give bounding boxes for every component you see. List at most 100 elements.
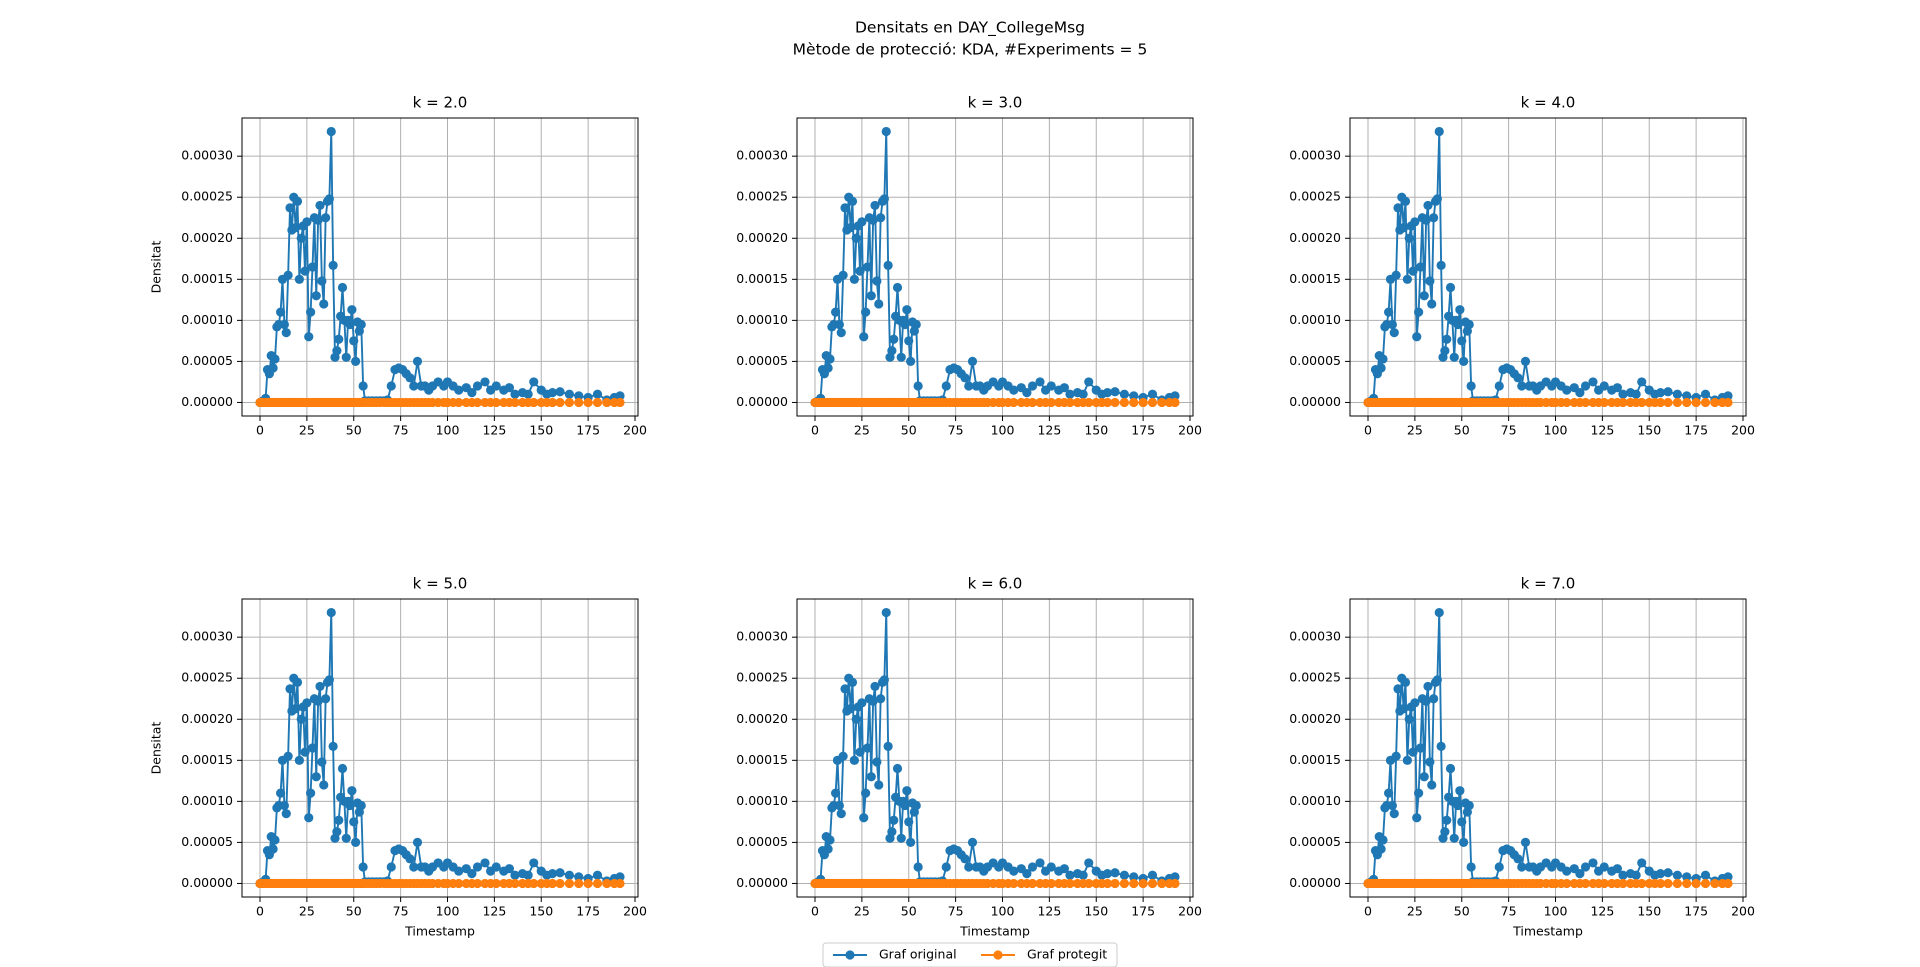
- figure-title: Densitats en DAY_CollegeMsg: [855, 19, 1085, 38]
- subplot: k = 2.0 0 25 50 75 100 125 150 175 200 0.00000 0.00…: [149, 94, 647, 438]
- data-point: [1110, 878, 1120, 889]
- data-point: [1119, 397, 1129, 408]
- y-tick-label: 0.00020: [1289, 711, 1341, 726]
- data-point: [1494, 862, 1504, 872]
- data-point: [574, 397, 584, 408]
- data-point: [1059, 383, 1069, 393]
- data-point: [838, 270, 848, 280]
- data-point: [592, 878, 603, 889]
- data-point: [304, 813, 314, 823]
- data-point: [1517, 862, 1527, 872]
- y-tick-label: 0.00005: [736, 353, 788, 368]
- x-tick-label: 100: [1544, 904, 1568, 919]
- data-point: [902, 786, 912, 796]
- data-point: [840, 684, 850, 694]
- data-point: [1138, 878, 1148, 889]
- data-point: [328, 741, 338, 751]
- data-point: [1391, 270, 1401, 280]
- data-point: [1655, 878, 1666, 889]
- y-tick-label: 0.00030: [1289, 148, 1341, 163]
- data-point: [960, 373, 970, 383]
- data-point: [1387, 800, 1397, 811]
- data-point: [1655, 388, 1666, 398]
- data-point: [294, 755, 304, 765]
- data-point: [472, 381, 483, 391]
- data-point: [1046, 878, 1056, 889]
- data-point: [1429, 694, 1439, 704]
- legend-frame: [822, 942, 1118, 967]
- legend-marker: [993, 950, 1003, 960]
- plot-area: [255, 607, 625, 889]
- data-point: [1691, 878, 1701, 889]
- data-point: [1723, 872, 1733, 882]
- y-tick-label: 0.00010: [1289, 312, 1341, 327]
- data-point: [1065, 389, 1075, 399]
- data-point: [472, 862, 483, 872]
- y-tick-label: 0.00000: [181, 875, 233, 890]
- data-point: [1129, 397, 1139, 408]
- data-point: [358, 862, 368, 872]
- data-point: [825, 835, 835, 845]
- data-point: [1027, 381, 1038, 391]
- y-tick-label: 0.00030: [736, 629, 788, 644]
- data-point: [332, 827, 342, 837]
- data-point: [1138, 397, 1148, 408]
- plot-area: [1363, 607, 1733, 889]
- legend-label: Graf original: [879, 947, 957, 962]
- x-tick-label: 75: [948, 423, 964, 438]
- data-point: [1419, 291, 1429, 301]
- x-tick-label: 175: [1684, 423, 1708, 438]
- data-point: [1399, 703, 1409, 714]
- x-tick-label: 0: [1364, 904, 1372, 919]
- data-point: [313, 215, 323, 225]
- data-point: [1672, 389, 1682, 399]
- y-tick-label: 0.00025: [736, 189, 788, 204]
- data-point: [321, 694, 331, 704]
- data-point: [1432, 675, 1442, 685]
- data-point: [1009, 385, 1019, 395]
- x-tick-label: 50: [1454, 904, 1470, 919]
- data-point: [307, 743, 318, 753]
- x-tick-label: 0: [256, 904, 264, 919]
- data-point: [1078, 870, 1088, 880]
- data-point: [615, 391, 625, 401]
- subplot-title: k = 6.0: [968, 575, 1023, 593]
- data-point: [510, 389, 520, 399]
- data-point: [1393, 203, 1403, 213]
- data-point: [356, 800, 366, 811]
- data-point: [1618, 389, 1628, 399]
- data-point: [1110, 868, 1120, 878]
- x-tick-label: 200: [623, 904, 647, 919]
- data-point: [900, 319, 910, 330]
- axes-frame: [241, 117, 639, 417]
- data-point: [1440, 346, 1450, 356]
- data-point: [1427, 299, 1437, 309]
- data-point: [1434, 607, 1444, 618]
- data-point: [1442, 334, 1452, 344]
- data-point: [300, 747, 310, 757]
- data-point: [386, 862, 396, 872]
- x-tick-label: 175: [1684, 904, 1708, 919]
- data-point: [1400, 196, 1411, 206]
- data-point: [1449, 352, 1459, 362]
- data-point: [1494, 381, 1504, 391]
- data-point: [883, 741, 893, 751]
- x-tick-label: 150: [1084, 904, 1108, 919]
- data-point: [906, 356, 916, 367]
- data-point: [1466, 862, 1476, 872]
- data-point: [332, 346, 342, 356]
- x-tick-label: 50: [1454, 423, 1470, 438]
- data-point: [1170, 872, 1180, 882]
- data-point: [529, 377, 539, 387]
- data-point: [849, 274, 859, 284]
- x-tick-label: 0: [811, 423, 819, 438]
- data-point: [279, 800, 289, 811]
- axes-frame: [1349, 598, 1747, 898]
- data-point: [1459, 356, 1469, 367]
- data-point: [1618, 870, 1628, 880]
- data-point: [480, 858, 490, 868]
- data-point: [510, 878, 520, 889]
- data-point: [876, 694, 886, 704]
- subplot: k = 5.0 0 25 50 75 100 125 150 175 200 0.00000 0.00…: [149, 575, 647, 939]
- data-point: [1599, 862, 1609, 872]
